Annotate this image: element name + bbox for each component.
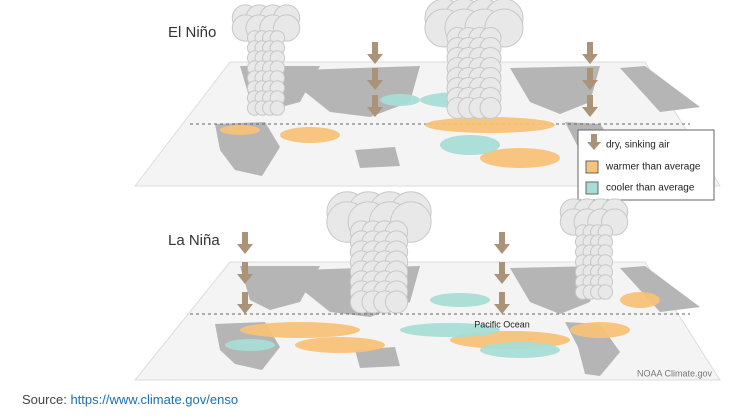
continent: [355, 347, 400, 368]
sst-anomaly: [225, 339, 275, 351]
cloud-puff: [479, 97, 502, 119]
continent: [620, 66, 700, 112]
sst-anomaly: [240, 322, 360, 338]
cloud-puff: [597, 284, 614, 300]
sinking-arrow: [582, 42, 598, 64]
legend: dry, sinking air warmer than average coole…: [577, 129, 715, 201]
continent: [355, 147, 400, 168]
sst-anomaly: [400, 323, 500, 337]
continent: [240, 266, 320, 310]
sst-anomaly: [425, 117, 555, 133]
legend-arrow: [587, 134, 601, 150]
sst-anomaly: [440, 135, 500, 155]
sinking-arrow: [237, 292, 253, 314]
credit: NOAA Climate.gov: [637, 368, 713, 378]
sinking-arrow: [237, 232, 253, 254]
panel-title: La Niña: [168, 232, 220, 249]
legend-box: [577, 129, 715, 201]
cloud: [559, 198, 629, 300]
sst-anomaly: [295, 337, 385, 353]
ocean-label: Pacific Ocean: [474, 319, 530, 329]
source: Source: https://www.climate.gov/enso: [22, 392, 238, 407]
sst-anomaly: [620, 292, 660, 308]
sst-anomaly: [480, 148, 560, 168]
sst-anomaly: [570, 322, 630, 338]
cloud-puff: [384, 290, 409, 314]
legend-swatch: [585, 181, 599, 195]
legend-label: cooler than average: [606, 183, 695, 194]
sinking-arrow: [367, 95, 383, 117]
legend-label: dry, sinking air: [606, 140, 670, 151]
sinking-arrow: [494, 262, 510, 284]
sst-anomaly: [280, 127, 340, 143]
cloud-puff: [269, 100, 286, 116]
legend-swatch: [585, 160, 599, 174]
sinking-arrow: [494, 232, 510, 254]
sst-anomaly: [220, 125, 260, 135]
continent: [215, 122, 280, 176]
illustration: El Niño La Niña dry, sinking air warmer t…: [133, 0, 721, 381]
sst-anomaly: [380, 94, 420, 106]
sst-anomaly: [430, 293, 490, 307]
continent: [510, 66, 600, 114]
cloud: [231, 4, 301, 116]
continent: [620, 266, 700, 312]
sst-anomaly: [480, 342, 560, 358]
panel-title: El Niño: [168, 24, 216, 41]
source-link[interactable]: https://www.climate.gov/enso: [70, 392, 239, 407]
cloud: [424, 0, 524, 119]
source-prefix: Source:: [22, 392, 67, 407]
sinking-arrow: [367, 42, 383, 64]
cloud: [326, 191, 432, 314]
sinking-arrow: [367, 68, 383, 90]
legend-label: warmer than average: [605, 162, 701, 173]
sinking-arrow: [582, 68, 598, 90]
sinking-arrow: [237, 262, 253, 284]
sinking-arrow: [494, 292, 510, 314]
sinking-arrow: [582, 95, 598, 117]
